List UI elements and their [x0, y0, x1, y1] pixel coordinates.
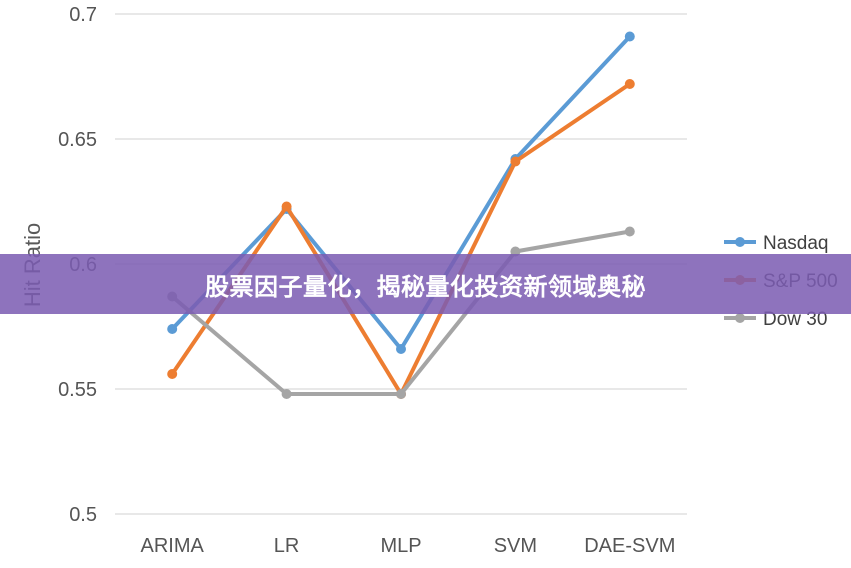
x-tick-label: DAE-SVM	[584, 535, 675, 557]
x-axis-tick-labels: ARIMA LR MLP SVM DAE-SVM	[141, 535, 676, 557]
x-tick-label: LR	[274, 535, 300, 557]
data-point	[396, 344, 406, 354]
data-point	[624, 79, 635, 89]
data-point	[167, 369, 178, 379]
data-point	[167, 324, 178, 334]
y-tick-label: 0.65	[58, 129, 97, 151]
legend-label: Dow 30	[763, 309, 827, 330]
y-tick-label: 0.55	[58, 379, 97, 401]
x-tick-label: ARIMA	[141, 535, 205, 557]
legend-item: Dow 30	[724, 309, 827, 330]
banner-text: 股票因子量化，揭秘量化投资新领域奥秘	[205, 272, 646, 301]
series-layer	[167, 31, 635, 399]
data-point	[510, 156, 521, 167]
legend-marker	[735, 313, 745, 323]
x-tick-label: MLP	[380, 535, 421, 557]
x-tick-label: SVM	[494, 535, 537, 557]
data-point	[281, 389, 292, 399]
y-tick-label: 0.5	[69, 504, 97, 526]
data-point	[624, 31, 635, 42]
title-banner: 股票因子量化，揭秘量化投资新领域奥秘	[0, 254, 851, 314]
data-point	[396, 389, 406, 399]
legend-marker	[735, 237, 745, 247]
data-point	[281, 201, 292, 212]
y-tick-label: 0.7	[69, 4, 97, 26]
data-point	[624, 226, 635, 237]
legend-item: Nasdaq	[724, 233, 829, 254]
legend-label: Nasdaq	[763, 233, 829, 254]
